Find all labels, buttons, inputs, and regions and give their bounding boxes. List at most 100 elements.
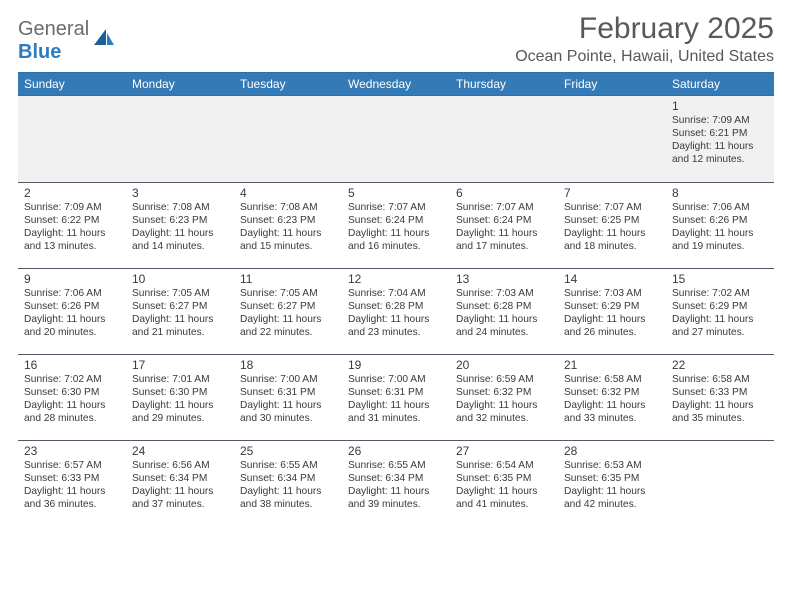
calendar-day-cell: 17Sunrise: 7:01 AMSunset: 6:30 PMDayligh… — [126, 354, 234, 440]
day-number: 20 — [456, 358, 552, 372]
col-wednesday: Wednesday — [342, 72, 450, 96]
calendar-day-cell: 24Sunrise: 6:56 AMSunset: 6:34 PMDayligh… — [126, 440, 234, 526]
month-title: February 2025 — [515, 12, 774, 46]
calendar-day-cell: 18Sunrise: 7:00 AMSunset: 6:31 PMDayligh… — [234, 354, 342, 440]
day-number: 10 — [132, 272, 228, 286]
calendar-day-cell: 27Sunrise: 6:54 AMSunset: 6:35 PMDayligh… — [450, 440, 558, 526]
calendar-body: 1Sunrise: 7:09 AMSunset: 6:21 PMDaylight… — [18, 96, 774, 526]
day-details: Sunrise: 7:05 AMSunset: 6:27 PMDaylight:… — [132, 287, 228, 339]
calendar-week-row: 23Sunrise: 6:57 AMSunset: 6:33 PMDayligh… — [18, 440, 774, 526]
sail-icon — [92, 27, 116, 52]
page-header: General Blue February 2025 Ocean Pointe,… — [18, 12, 774, 66]
calendar-day-cell: 7Sunrise: 7:07 AMSunset: 6:25 PMDaylight… — [558, 182, 666, 268]
calendar-day-cell — [558, 96, 666, 182]
day-number: 16 — [24, 358, 120, 372]
day-details: Sunrise: 7:02 AMSunset: 6:29 PMDaylight:… — [672, 287, 768, 339]
calendar-table: Sunday Monday Tuesday Wednesday Thursday… — [18, 72, 774, 526]
calendar-day-cell: 20Sunrise: 6:59 AMSunset: 6:32 PMDayligh… — [450, 354, 558, 440]
day-number: 7 — [564, 186, 660, 200]
col-tuesday: Tuesday — [234, 72, 342, 96]
title-block: February 2025 Ocean Pointe, Hawaii, Unit… — [515, 12, 774, 66]
day-details: Sunrise: 6:55 AMSunset: 6:34 PMDaylight:… — [240, 459, 336, 511]
col-sunday: Sunday — [18, 72, 126, 96]
day-number: 5 — [348, 186, 444, 200]
calendar-day-cell: 21Sunrise: 6:58 AMSunset: 6:32 PMDayligh… — [558, 354, 666, 440]
day-number: 12 — [348, 272, 444, 286]
day-details: Sunrise: 7:06 AMSunset: 6:26 PMDaylight:… — [24, 287, 120, 339]
calendar-week-row: 2Sunrise: 7:09 AMSunset: 6:22 PMDaylight… — [18, 182, 774, 268]
day-number: 8 — [672, 186, 768, 200]
calendar-day-cell: 22Sunrise: 6:58 AMSunset: 6:33 PMDayligh… — [666, 354, 774, 440]
day-number: 4 — [240, 186, 336, 200]
day-details: Sunrise: 6:55 AMSunset: 6:34 PMDaylight:… — [348, 459, 444, 511]
weekday-header-row: Sunday Monday Tuesday Wednesday Thursday… — [18, 72, 774, 96]
day-details: Sunrise: 7:07 AMSunset: 6:24 PMDaylight:… — [348, 201, 444, 253]
calendar-day-cell: 23Sunrise: 6:57 AMSunset: 6:33 PMDayligh… — [18, 440, 126, 526]
day-details: Sunrise: 7:08 AMSunset: 6:23 PMDaylight:… — [132, 201, 228, 253]
day-number: 3 — [132, 186, 228, 200]
day-number: 2 — [24, 186, 120, 200]
calendar-day-cell: 5Sunrise: 7:07 AMSunset: 6:24 PMDaylight… — [342, 182, 450, 268]
col-monday: Monday — [126, 72, 234, 96]
day-number: 6 — [456, 186, 552, 200]
day-details: Sunrise: 7:07 AMSunset: 6:25 PMDaylight:… — [564, 201, 660, 253]
calendar-day-cell: 25Sunrise: 6:55 AMSunset: 6:34 PMDayligh… — [234, 440, 342, 526]
calendar-day-cell — [234, 96, 342, 182]
col-thursday: Thursday — [450, 72, 558, 96]
day-number: 22 — [672, 358, 768, 372]
calendar-day-cell: 13Sunrise: 7:03 AMSunset: 6:28 PMDayligh… — [450, 268, 558, 354]
calendar-day-cell: 15Sunrise: 7:02 AMSunset: 6:29 PMDayligh… — [666, 268, 774, 354]
day-number: 21 — [564, 358, 660, 372]
day-details: Sunrise: 7:01 AMSunset: 6:30 PMDaylight:… — [132, 373, 228, 425]
calendar-day-cell: 16Sunrise: 7:02 AMSunset: 6:30 PMDayligh… — [18, 354, 126, 440]
day-details: Sunrise: 7:03 AMSunset: 6:28 PMDaylight:… — [456, 287, 552, 339]
day-details: Sunrise: 7:00 AMSunset: 6:31 PMDaylight:… — [240, 373, 336, 425]
calendar-day-cell — [666, 440, 774, 526]
day-number: 25 — [240, 444, 336, 458]
calendar-day-cell: 6Sunrise: 7:07 AMSunset: 6:24 PMDaylight… — [450, 182, 558, 268]
location-subtitle: Ocean Pointe, Hawaii, United States — [515, 48, 774, 66]
day-number: 19 — [348, 358, 444, 372]
calendar-day-cell: 3Sunrise: 7:08 AMSunset: 6:23 PMDaylight… — [126, 182, 234, 268]
logo-text: General Blue — [18, 18, 89, 64]
day-number: 9 — [24, 272, 120, 286]
calendar-day-cell: 14Sunrise: 7:03 AMSunset: 6:29 PMDayligh… — [558, 268, 666, 354]
day-number: 27 — [456, 444, 552, 458]
day-details: Sunrise: 6:57 AMSunset: 6:33 PMDaylight:… — [24, 459, 120, 511]
day-number: 23 — [24, 444, 120, 458]
day-details: Sunrise: 6:56 AMSunset: 6:34 PMDaylight:… — [132, 459, 228, 511]
calendar-page: General Blue February 2025 Ocean Pointe,… — [0, 0, 792, 534]
day-details: Sunrise: 7:09 AMSunset: 6:22 PMDaylight:… — [24, 201, 120, 253]
day-details: Sunrise: 7:08 AMSunset: 6:23 PMDaylight:… — [240, 201, 336, 253]
day-number: 28 — [564, 444, 660, 458]
calendar-day-cell — [126, 96, 234, 182]
calendar-day-cell: 28Sunrise: 6:53 AMSunset: 6:35 PMDayligh… — [558, 440, 666, 526]
day-number: 11 — [240, 272, 336, 286]
logo: General Blue — [18, 18, 116, 64]
logo-word-secondary: Blue — [18, 41, 61, 63]
day-number: 17 — [132, 358, 228, 372]
calendar-day-cell: 2Sunrise: 7:09 AMSunset: 6:22 PMDaylight… — [18, 182, 126, 268]
calendar-day-cell: 12Sunrise: 7:04 AMSunset: 6:28 PMDayligh… — [342, 268, 450, 354]
calendar-day-cell: 10Sunrise: 7:05 AMSunset: 6:27 PMDayligh… — [126, 268, 234, 354]
calendar-day-cell: 4Sunrise: 7:08 AMSunset: 6:23 PMDaylight… — [234, 182, 342, 268]
day-details: Sunrise: 6:59 AMSunset: 6:32 PMDaylight:… — [456, 373, 552, 425]
col-saturday: Saturday — [666, 72, 774, 96]
day-details: Sunrise: 6:58 AMSunset: 6:32 PMDaylight:… — [564, 373, 660, 425]
calendar-day-cell — [342, 96, 450, 182]
calendar-week-row: 16Sunrise: 7:02 AMSunset: 6:30 PMDayligh… — [18, 354, 774, 440]
day-number: 26 — [348, 444, 444, 458]
day-details: Sunrise: 7:05 AMSunset: 6:27 PMDaylight:… — [240, 287, 336, 339]
day-number: 18 — [240, 358, 336, 372]
day-details: Sunrise: 7:00 AMSunset: 6:31 PMDaylight:… — [348, 373, 444, 425]
day-details: Sunrise: 7:07 AMSunset: 6:24 PMDaylight:… — [456, 201, 552, 253]
day-details: Sunrise: 7:04 AMSunset: 6:28 PMDaylight:… — [348, 287, 444, 339]
calendar-day-cell: 19Sunrise: 7:00 AMSunset: 6:31 PMDayligh… — [342, 354, 450, 440]
day-number: 13 — [456, 272, 552, 286]
calendar-day-cell — [450, 96, 558, 182]
day-details: Sunrise: 7:09 AMSunset: 6:21 PMDaylight:… — [672, 114, 768, 166]
day-details: Sunrise: 7:02 AMSunset: 6:30 PMDaylight:… — [24, 373, 120, 425]
day-number: 1 — [672, 99, 768, 113]
calendar-day-cell: 8Sunrise: 7:06 AMSunset: 6:26 PMDaylight… — [666, 182, 774, 268]
calendar-day-cell: 11Sunrise: 7:05 AMSunset: 6:27 PMDayligh… — [234, 268, 342, 354]
